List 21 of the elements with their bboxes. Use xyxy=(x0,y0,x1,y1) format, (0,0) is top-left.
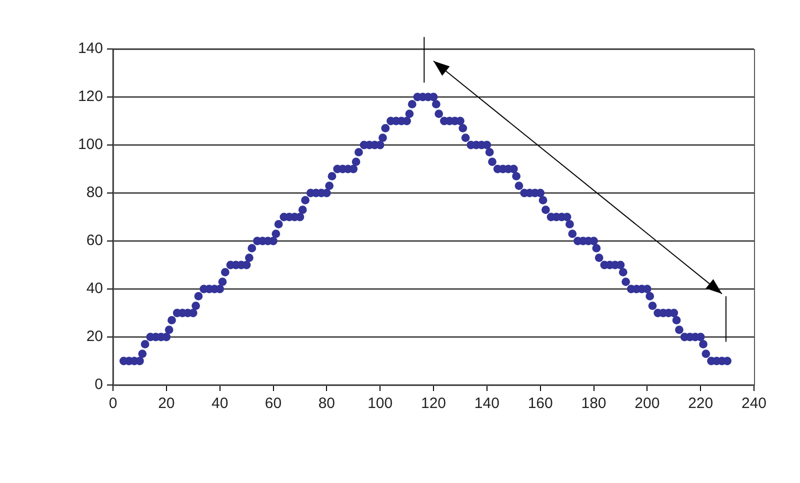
y-tick-label: 40 xyxy=(86,280,103,298)
y-tick-label: 20 xyxy=(86,328,103,346)
x-tick-label: 60 xyxy=(264,395,282,412)
y-tick-label: 0 xyxy=(94,376,103,394)
x-tick-label: 120 xyxy=(420,395,446,412)
x-tick-label: 240 xyxy=(741,395,767,412)
x-tick-label: 20 xyxy=(158,395,175,412)
y-tick-label: 100 xyxy=(78,136,103,154)
x-tick-label: 160 xyxy=(528,395,553,412)
y-tick-label: 120 xyxy=(78,88,103,106)
x-tick-label: 220 xyxy=(688,395,714,412)
x-tick-label: 0 xyxy=(108,395,118,412)
y-tick-label: 60 xyxy=(86,232,103,250)
x-tick-label: 80 xyxy=(318,395,336,412)
x-tick-label: 140 xyxy=(474,395,500,412)
x-tick-label: 180 xyxy=(581,395,606,412)
y-tick-label: 80 xyxy=(86,184,103,202)
y-tick-label: 140 xyxy=(78,40,103,58)
x-tick-label: 100 xyxy=(368,395,393,412)
x-tick-label: 200 xyxy=(634,395,660,412)
x-tick-label: 40 xyxy=(211,395,228,412)
